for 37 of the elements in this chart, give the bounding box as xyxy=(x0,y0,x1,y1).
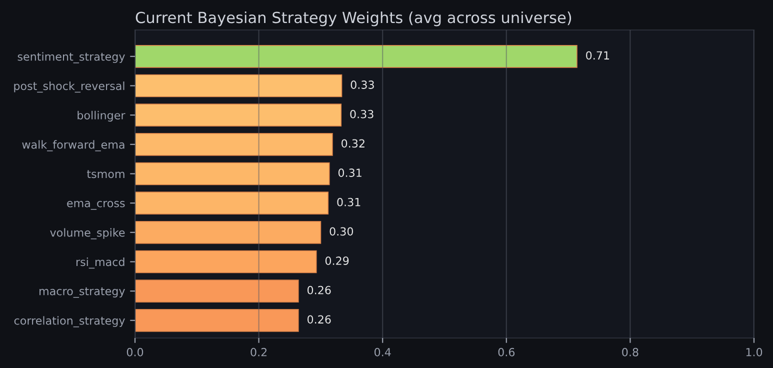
bar xyxy=(135,162,330,186)
bar xyxy=(135,280,299,302)
bar xyxy=(135,132,333,156)
bar xyxy=(135,104,342,126)
y-tick-label: macro_strategy xyxy=(40,287,125,298)
data-label: 0.31 xyxy=(338,168,362,177)
y-tick-label: sentiment_strategy xyxy=(18,52,125,64)
x-tick-label: 0.0 xyxy=(126,348,144,356)
y-tick-label: walk_forward_ema xyxy=(22,140,124,152)
bar xyxy=(135,192,329,214)
y-tick-label: tsmom xyxy=(86,170,124,178)
x-tick-label: 1.0 xyxy=(746,348,762,356)
bar xyxy=(135,220,322,244)
y-tick-label: correlation_strategy xyxy=(14,316,125,328)
y-tick-label: bollinger xyxy=(78,110,126,122)
y-tick-label: volume_spike xyxy=(50,228,125,240)
bar xyxy=(135,44,578,68)
y-tick-label: post_shock_reversal xyxy=(14,82,124,93)
data-label: 0.71 xyxy=(586,51,610,60)
data-label: 0.30 xyxy=(330,227,354,236)
data-label: 0.31 xyxy=(337,198,360,206)
bar xyxy=(135,250,317,274)
data-label: 0.33 xyxy=(350,110,374,118)
data-label: 0.26 xyxy=(307,286,331,294)
x-tick-label: 0.4 xyxy=(374,348,391,356)
data-label: 0.29 xyxy=(325,256,349,265)
data-label: 0.33 xyxy=(350,80,374,89)
chart-title: Current Bayesian Strategy Weights (avg across universe) xyxy=(136,11,572,26)
x-tick-label: 0.6 xyxy=(498,348,515,356)
data-label: 0.32 xyxy=(342,139,364,148)
data-label: 0.26 xyxy=(307,315,331,324)
x-tick-label: 0.8 xyxy=(622,348,638,356)
y-tick-label: rsi_macd xyxy=(76,258,124,269)
bar xyxy=(135,74,342,98)
y-tick-label: ema_cross xyxy=(67,200,125,210)
bar xyxy=(135,308,299,332)
x-tick-label: 0.2 xyxy=(250,348,267,356)
